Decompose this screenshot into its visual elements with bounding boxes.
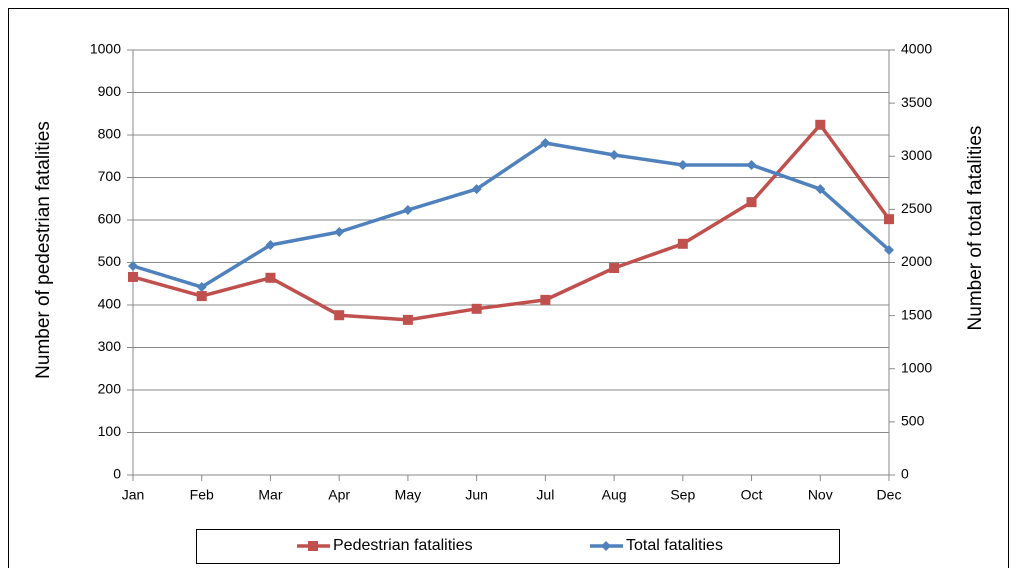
legend-marker [601,541,611,551]
series-line [132,123,891,322]
y-tick-label: 300 [98,338,122,354]
data-point [884,214,894,225]
y-tick-label: 100 [98,423,122,439]
x-tick-label: Jan [122,487,145,503]
data-point [815,119,826,130]
data-point [128,261,138,272]
data-point [815,184,826,195]
data-point [196,282,207,293]
data-point [540,137,551,148]
x-tick-label: Apr [328,487,350,503]
data-point [334,227,345,238]
y2-tick-label: 1500 [901,306,932,322]
x-tick-label: Jun [465,487,488,503]
data-point [402,314,413,325]
x-tick-label: Mar [258,487,282,503]
data-point [265,272,276,283]
y2-tick-label: 3500 [901,94,932,110]
data-point [677,238,688,249]
legend-text: Pedestrian fatalities [333,537,473,554]
data-point [746,197,757,208]
y2-tick-label: 2000 [901,253,932,269]
y2-tick-label: 4000 [901,41,932,57]
data-point [265,239,276,250]
legend-marker [308,541,318,551]
chart-frame [8,8,1009,568]
data-point [471,303,482,314]
data-point [746,159,757,170]
legend-box [196,529,840,564]
y-tick-label: 500 [98,253,122,269]
data-point [677,159,688,170]
x-tick-label: Nov [808,487,833,503]
y2-tick-label: 3000 [901,147,932,163]
data-point [609,263,620,274]
data-point [128,271,138,282]
y2-tick-label: 500 [901,413,925,429]
data-point [471,184,482,195]
y-tick-label: 600 [98,211,122,227]
x-tick-label: Oct [741,487,763,503]
y2-tick-label: 1000 [901,359,932,375]
x-tick-label: May [395,487,421,503]
data-point [402,205,413,216]
y-tick-label: 0 [113,466,121,482]
x-tick-label: Sep [670,487,695,503]
y-axis-title: Number of pedestrian fatalities [33,121,54,379]
legend-text: Total fatalities [626,537,723,554]
y-tick-label: 900 [98,83,122,99]
x-tick-label: Jul [536,487,554,503]
data-point [540,294,551,305]
y-tick-label: 400 [98,296,122,312]
x-tick-label: Aug [602,487,627,503]
y-tick-label: 200 [98,381,122,397]
data-point [609,149,620,160]
series-line [132,141,891,289]
y2-tick-label: 0 [901,466,909,482]
data-point [196,291,207,302]
y2-tick-label: 2500 [901,200,932,216]
y-tick-label: 1000 [90,41,121,57]
y-tick-label: 700 [98,168,122,184]
x-tick-label: Dec [877,487,902,503]
x-tick-label: Feb [190,487,214,503]
data-point [884,244,894,255]
y-tick-label: 800 [98,126,122,142]
y2-axis-title: Number of total fatalities [965,126,986,331]
data-point [334,310,345,321]
